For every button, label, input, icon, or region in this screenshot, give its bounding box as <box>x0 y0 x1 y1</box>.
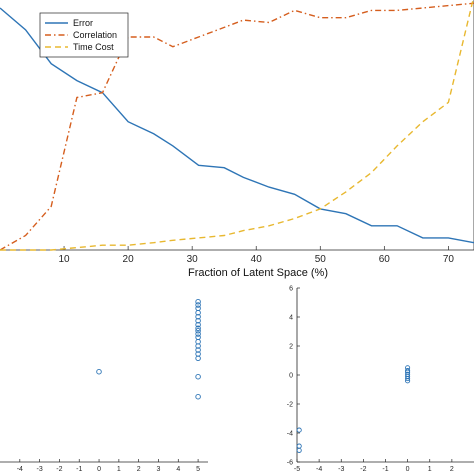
main-x-tick-label: 40 <box>251 254 263 265</box>
scatter-right-point <box>405 368 411 374</box>
scatter-left-point <box>195 325 201 332</box>
scatter-left-point <box>195 355 201 362</box>
scatter-left-point <box>195 331 201 337</box>
scatter-left-x-tick-label: -2 <box>56 466 62 473</box>
scatter-right-point <box>296 427 302 433</box>
main-x-tick-label: 50 <box>315 254 327 265</box>
scatter-left-point <box>195 321 201 328</box>
scatter-right-point <box>405 378 411 384</box>
main-line-chart: 10 20 30 40 50 60 70 Fraction of Latent Space … <box>0 0 474 279</box>
scatter-right-x-tick-label: 1 <box>428 466 432 473</box>
series-line-error <box>0 7 474 244</box>
scatter-right-x-tick-label: -5 <box>294 466 300 473</box>
scatter-left-point <box>195 309 201 316</box>
scatter-right-y-tick-label: -2 <box>287 402 293 409</box>
scatter-left-x-tick-label: 1 <box>117 466 121 473</box>
legend-label: Correlation <box>73 30 117 40</box>
scatter-left-x-tick-label: -3 <box>37 466 43 473</box>
scatter-left-point <box>195 302 201 308</box>
scatter-right-x-tick-label: -4 <box>316 466 322 473</box>
scatter-right-x-tick-label: -1 <box>382 466 388 473</box>
scatter-left-point <box>195 327 201 334</box>
scatter-left-x-tick-label: 5 <box>196 466 200 473</box>
legend: Error Correlation Time Cost <box>39 12 129 58</box>
main-x-tick-label: 60 <box>379 254 391 265</box>
scatter-left-point <box>96 368 102 375</box>
scatter-right-x-tick-label: 2 <box>450 466 454 473</box>
scatter-left-x-tick-label: 2 <box>137 466 141 473</box>
scatter-right-y-tick-label: -6 <box>287 460 293 467</box>
scatter-left-x-tick-label: 4 <box>176 466 180 473</box>
scatter-right-y-tick-label: 6 <box>289 286 293 293</box>
scatter-left-point <box>195 393 201 400</box>
series-line-time-cost <box>0 0 474 251</box>
main-x-tick-label: 10 <box>58 254 70 265</box>
scatter-left-point <box>195 313 201 320</box>
scatter-right-x-tick-label: -3 <box>338 466 344 473</box>
scatter-left-x-tick-label: -4 <box>17 466 23 473</box>
scatter-right-point <box>296 447 302 453</box>
scatter-left-x-tick-label: -1 <box>76 466 82 473</box>
scatter-left-point <box>195 347 201 353</box>
scatter-left-point <box>195 298 201 305</box>
main-x-tick-label: 30 <box>187 254 199 265</box>
scatter-right-y-tick-label: -4 <box>287 431 293 438</box>
main-x-tick-label: 70 <box>443 254 455 265</box>
scatter-left-point <box>195 343 201 349</box>
series-line-correlation <box>0 2 474 251</box>
scatter-right-y-tick-label: 4 <box>289 315 293 322</box>
main-x-tick-label: 20 <box>123 254 135 265</box>
scatter-plot-right: -5 -4 -3 -2 -1 0 1 2 -6 -4 -2 0 2 4 6 <box>287 286 474 473</box>
scatter-right-x-tick-label: 0 <box>406 466 410 473</box>
scatter-left-x-tick-label: 0 <box>97 466 101 473</box>
legend-label: Time Cost <box>73 42 114 52</box>
legend-label: Error <box>73 18 93 28</box>
main-x-axis-title: Fraction of Latent Space (%) <box>188 267 328 279</box>
scatter-left-point <box>195 373 201 380</box>
scatter-right-x-tick-label: -2 <box>360 466 366 473</box>
scatter-plot-left: -4 -3 -2 -1 0 1 2 3 4 5 <box>0 298 208 473</box>
scatter-right-y-tick-label: 0 <box>289 373 293 380</box>
scatter-right-point <box>405 376 411 382</box>
scatter-left-point <box>195 317 201 324</box>
scatter-right-y-tick-label: 2 <box>289 344 293 351</box>
scatter-left-x-tick-label: 3 <box>157 466 161 473</box>
